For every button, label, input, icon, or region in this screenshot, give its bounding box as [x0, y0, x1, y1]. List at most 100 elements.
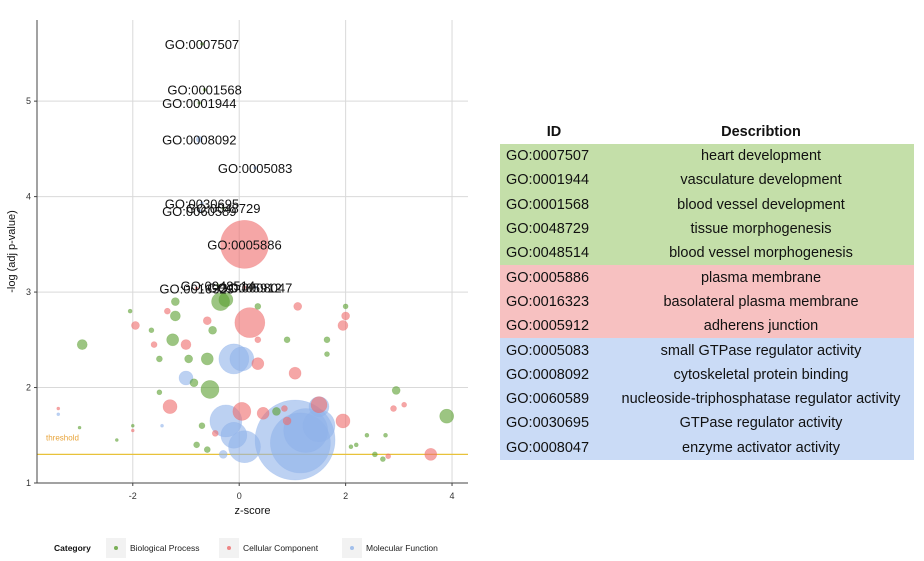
point-label: GO:0001568 — [167, 83, 241, 98]
data-point — [131, 321, 140, 330]
data-point — [337, 320, 349, 331]
data-point — [310, 396, 328, 414]
data-point — [197, 209, 202, 213]
data-point — [220, 220, 269, 269]
point-label: GO:0001944 — [162, 96, 236, 111]
data-point — [216, 283, 220, 288]
data-point — [348, 444, 354, 450]
data-point — [401, 401, 407, 408]
legend-key-dot — [227, 546, 231, 550]
data-point — [242, 285, 247, 290]
y-tick-label: 3 — [26, 287, 31, 297]
go-description-cell: plasma membrane — [700, 269, 822, 286]
go-description-cell: enzyme activator activity — [682, 439, 840, 456]
point-label: GO:0048514 — [181, 278, 255, 293]
data-point — [218, 450, 228, 459]
x-tick-label: -2 — [129, 491, 137, 501]
data-point — [324, 351, 330, 357]
threshold-label: threshold — [46, 433, 79, 442]
data-point — [202, 316, 212, 326]
data-point — [335, 413, 351, 429]
data-point — [171, 297, 180, 306]
data-point — [189, 378, 199, 388]
data-point — [253, 285, 257, 290]
data-point — [272, 407, 281, 416]
go-description-cell: blood vessel morphogenesis — [669, 245, 853, 262]
data-point — [194, 286, 199, 291]
table-row: GO:0005912 adherens junction — [500, 314, 914, 339]
point-label: GO:0016323 — [159, 281, 233, 296]
data-point — [385, 453, 391, 460]
data-point — [353, 442, 359, 448]
description-column-header: Describtion — [721, 124, 801, 140]
data-point — [372, 451, 378, 458]
data-point — [198, 422, 206, 430]
table-body: GO:0007507 heart development GO:0001944 vas… — [500, 144, 914, 460]
data-point — [193, 441, 200, 449]
data-point — [164, 307, 171, 315]
data-point — [203, 446, 211, 453]
table-row: GO:0048729 tissue morphogenesis — [500, 216, 914, 242]
y-tick-label: 4 — [26, 192, 31, 202]
data-point — [218, 292, 234, 308]
legend-title: Category — [54, 543, 91, 553]
data-point — [283, 336, 291, 344]
table-row: GO:0008047 enzyme activator activity — [500, 435, 914, 460]
legend-entry: Biological Process — [130, 543, 199, 553]
go-description-cell: small GTPase regulator activity — [660, 342, 862, 359]
point-label: GO:0005083 — [218, 161, 292, 176]
data-point — [160, 423, 164, 428]
legend-key-dot — [350, 546, 354, 550]
data-point — [195, 136, 203, 143]
legend-entry: Cellular Component — [243, 543, 319, 553]
point-label: GO:0007507 — [165, 37, 239, 52]
go-description-cell: nucleoside-triphosphatase regulator acti… — [621, 391, 901, 408]
point-label: GO:0060589 — [162, 204, 236, 219]
data-point — [200, 352, 214, 366]
data-point — [229, 346, 255, 372]
data-point — [341, 311, 350, 321]
data-point — [390, 405, 397, 412]
data-point — [281, 405, 288, 412]
data-point — [211, 430, 219, 437]
go-id-cell: GO:0001568 — [506, 196, 590, 213]
data-point — [254, 336, 262, 344]
data-point — [293, 302, 303, 311]
go-id-cell: GO:0008047 — [506, 439, 590, 456]
go-id-cell: GO:0001944 — [506, 172, 590, 189]
go-id-cell: GO:0005886 — [506, 269, 590, 286]
table-row: GO:0001944 vasculature development — [500, 168, 914, 193]
data-point — [439, 408, 455, 424]
go-description-cell: basolateral plasma membrane — [663, 293, 859, 310]
data-point — [197, 101, 202, 105]
point-label: GO:0005886 — [207, 237, 281, 252]
table-row: GO:0030695 GTPase regulator activity — [500, 411, 914, 436]
point-label: GO:0008092 — [162, 132, 236, 147]
data-point — [323, 336, 331, 344]
go-id-cell: GO:0007507 — [506, 148, 590, 165]
go-term-table: ID Describtion GO:0007507 heart developme… — [500, 120, 914, 460]
bubble-layer — [56, 42, 455, 481]
table-row: GO:0060589 nucleoside-triphosphatase regu… — [500, 386, 914, 412]
data-point — [76, 339, 88, 350]
table-row: GO:0005886 plasma membrane — [500, 265, 914, 290]
table-row: GO:0048514 blood vessel morphogenesis — [500, 241, 914, 266]
y-axis-title: -log (adj p-value) — [6, 210, 18, 293]
go-description-cell: vasculature development — [680, 172, 842, 189]
data-point — [383, 432, 388, 438]
data-point — [254, 303, 262, 310]
id-column-header: ID — [546, 124, 562, 140]
data-point — [184, 354, 193, 364]
table-row: GO:0008092 cytoskeletal protein binding — [500, 362, 914, 387]
data-point — [253, 166, 257, 170]
go-id-cell: GO:0048729 — [506, 221, 590, 238]
data-point — [200, 380, 220, 399]
go-description-cell: blood vessel development — [677, 196, 845, 213]
data-point — [180, 339, 192, 350]
data-point — [156, 355, 163, 363]
x-tick-label: 0 — [237, 491, 242, 501]
legend: Category Biological Process Cellular Compo… — [54, 538, 438, 558]
point-label: GO:0048729 — [186, 201, 260, 216]
table-row: GO:0001568 blood vessel development — [500, 192, 914, 217]
